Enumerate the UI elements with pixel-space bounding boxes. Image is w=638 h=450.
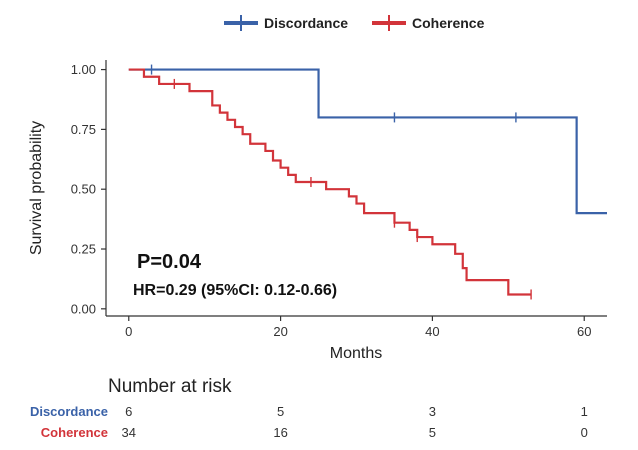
y-tick-label: 0.75 [71, 122, 96, 137]
legend-item-discordance: Discordance [224, 15, 348, 31]
risk-count-discordance: 6 [125, 404, 132, 419]
x-axis-title: Months [330, 345, 382, 362]
survival-curves [128, 64, 607, 300]
x-ticks: 0 20 40 60 [125, 316, 591, 339]
legend-label-coherence: Coherence [412, 15, 485, 31]
x-tick-label: 0 [125, 324, 132, 339]
y-tick-label: 0.50 [71, 182, 96, 197]
risk-count-coherence: 0 [581, 425, 588, 440]
risk-table-title: Number at risk [108, 376, 232, 397]
risk-count-coherence: 5 [429, 425, 436, 440]
legend-item-coherence: Coherence [372, 15, 485, 31]
legend: Discordance Coherence [224, 15, 485, 31]
risk-count-discordance: 1 [581, 404, 588, 419]
risk-count-coherence: 34 [122, 425, 136, 440]
y-tick-label: 0.00 [71, 301, 96, 316]
x-tick-label: 20 [273, 324, 287, 339]
risk-row-label-coherence: Coherence [41, 425, 108, 440]
y-ticks: 0.00 0.25 0.50 0.75 1.00 [71, 62, 106, 316]
x-tick-label: 60 [577, 324, 591, 339]
y-tick-label: 1.00 [71, 62, 96, 77]
p-value-annotation: P=0.04 [137, 251, 202, 273]
risk-row-label-discordance: Discordance [30, 404, 108, 419]
y-tick-label: 0.25 [71, 242, 96, 257]
risk-count-discordance: 3 [429, 404, 436, 419]
risk-count-coherence: 16 [273, 425, 287, 440]
hazard-ratio-annotation: HR=0.29 (95%CI: 0.12-0.66) [133, 282, 337, 299]
y-axis-title: Survival probability [28, 121, 45, 255]
legend-label-discordance: Discordance [264, 15, 348, 31]
curve-coherence [128, 68, 532, 296]
risk-table: Discordance 6 5 3 1 Coherence 34 16 5 0 [30, 404, 588, 440]
curve-discordance [128, 68, 607, 215]
x-tick-label: 40 [425, 324, 439, 339]
risk-count-discordance: 5 [277, 404, 284, 419]
